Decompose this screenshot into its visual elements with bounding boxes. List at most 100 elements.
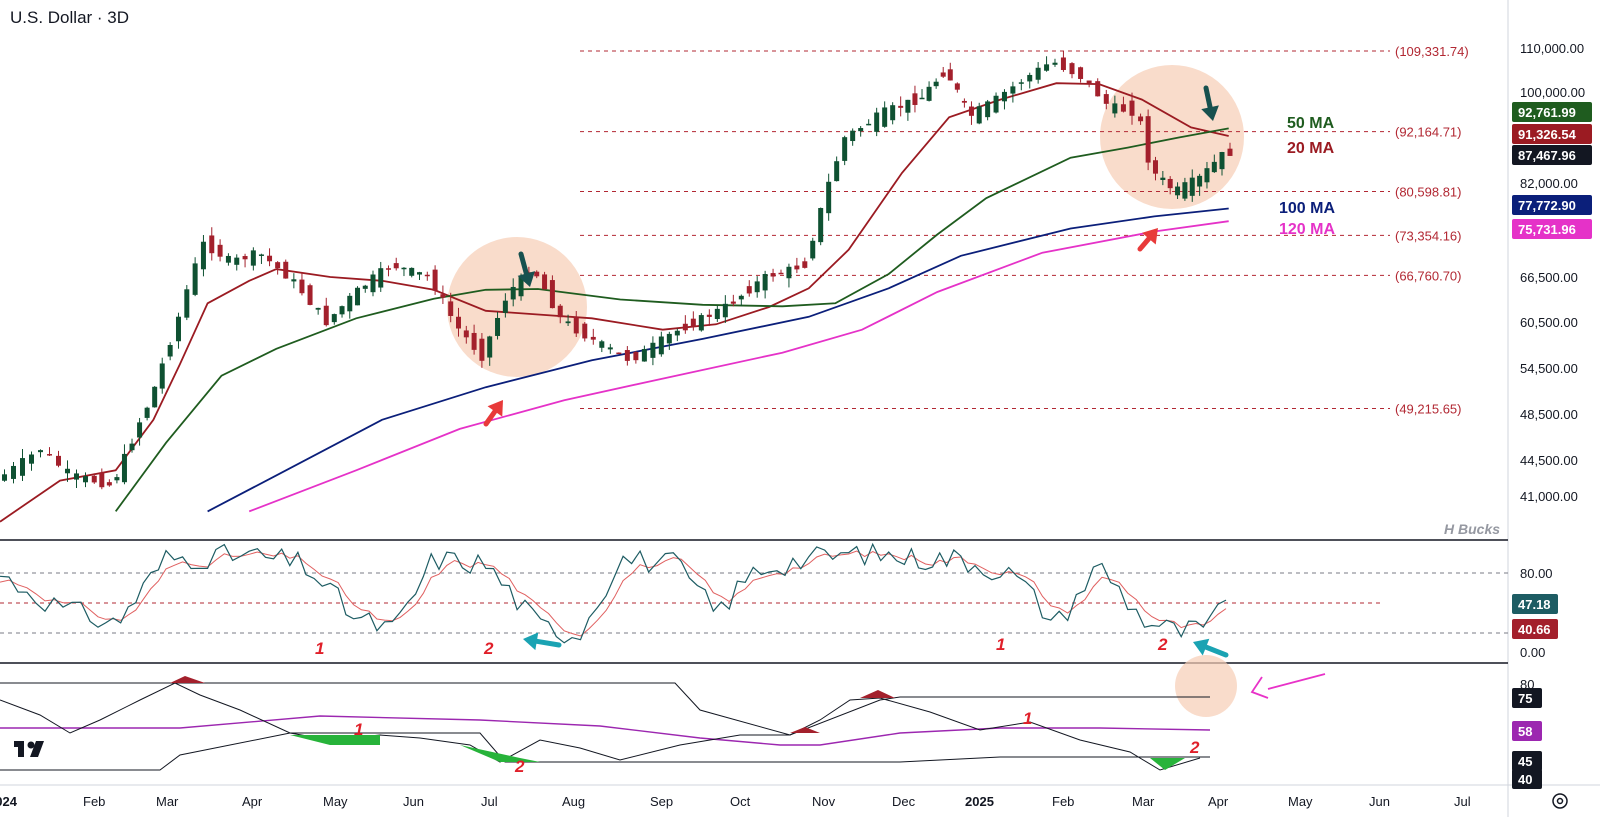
candle-body — [1204, 168, 1210, 183]
candle-body — [714, 308, 720, 320]
candle-body — [1145, 116, 1151, 163]
price-axis[interactable]: 110,000.00 100,000.00 82,000.00 66,500.00 60… — [1512, 41, 1592, 789]
candle-body — [599, 341, 605, 348]
candle-body — [144, 407, 150, 418]
candle-body — [152, 386, 158, 408]
candle-body — [463, 330, 469, 338]
candle-body — [47, 454, 52, 456]
candle-body — [738, 295, 744, 300]
candle-body — [698, 315, 704, 331]
candle-body — [225, 255, 231, 263]
stoch-k-line — [0, 542, 1227, 644]
ma-labels: 50 MA 20 MA 100 MA 120 MA — [1279, 115, 1335, 238]
candle-body — [217, 244, 223, 257]
ma-value-badge: 92,761.99 — [1518, 105, 1576, 120]
candle-body — [417, 272, 422, 275]
price-level-label: (49,215.65) — [1395, 402, 1462, 417]
ma-label-text: 100 MA — [1279, 200, 1335, 217]
candle-body — [299, 279, 305, 294]
indicator-annotation: 1 — [354, 720, 363, 739]
candle-body — [283, 261, 289, 279]
candle-body — [682, 323, 688, 331]
candle-body — [912, 93, 918, 105]
price-tick-label: 60,500.00 — [1520, 315, 1578, 330]
candle-body — [1167, 178, 1173, 189]
candle-body — [633, 351, 639, 361]
candle-body — [495, 317, 501, 336]
candle-body — [850, 130, 856, 142]
indicator-badge-bg — [1512, 751, 1542, 771]
time-axis[interactable]: 2024 Feb Mar Apr May Jun Jul Aug Sep Oct Nov Dec 202… — [0, 794, 1471, 809]
candle-body — [866, 123, 872, 126]
candle-body — [1160, 177, 1166, 180]
candle-body — [926, 86, 932, 101]
indicator-pane: 1 2 1 2 — [0, 676, 1211, 776]
candle-body — [518, 276, 524, 297]
price-level-label: (92,164.71) — [1395, 125, 1462, 140]
price-tick-label: 44,500.00 — [1520, 453, 1578, 468]
indicator-oversold-fill — [290, 735, 380, 745]
candle-body — [175, 316, 181, 342]
candle-body — [1078, 67, 1084, 79]
tradingview-logo-icon — [14, 741, 44, 757]
candle-body — [961, 100, 967, 103]
indicator-overbought-fill — [860, 690, 895, 698]
highlight-zones — [447, 65, 1244, 717]
candle-body — [2, 474, 7, 481]
candle-body — [291, 279, 297, 282]
candle-body — [1152, 160, 1158, 174]
candle-body — [1010, 86, 1016, 94]
candle-body — [29, 454, 34, 464]
annotation-arrows — [483, 85, 1326, 699]
price-tick-label: 110,000.00 — [1520, 41, 1584, 56]
price-tick-label: 48,500.00 — [1520, 407, 1578, 422]
indicator-main-line — [0, 682, 1201, 771]
candle-body — [167, 345, 173, 357]
candle-body — [666, 333, 672, 344]
candle-body — [74, 473, 79, 480]
indicator-badge: 45 — [1518, 754, 1532, 769]
stoch-d-badge-bg — [1512, 619, 1558, 639]
time-tick-label: 2024 — [0, 794, 18, 809]
zone-circle — [1175, 655, 1237, 717]
candle-body — [778, 272, 784, 275]
candle-body — [56, 455, 61, 466]
candle-body — [794, 265, 800, 270]
candle-body — [355, 287, 361, 306]
candle-body — [1052, 62, 1058, 65]
stoch-d-badge: 40.66 — [1518, 622, 1551, 637]
price-level-label: (66,760.70) — [1395, 268, 1462, 283]
indicator-badge: 58 — [1518, 724, 1532, 739]
time-tick-label: Jun — [1369, 794, 1390, 809]
time-tick-label: Apr — [1208, 794, 1229, 809]
ma-value-badge-bg — [1512, 102, 1592, 122]
candle-body — [674, 330, 680, 336]
time-tick-label: Jul — [481, 794, 498, 809]
candle-body — [582, 323, 588, 339]
candle-body — [393, 263, 399, 269]
stoch-d-line — [0, 550, 1227, 637]
candle-body — [534, 271, 540, 277]
candle-body — [616, 352, 622, 355]
candle-body — [401, 267, 407, 270]
candle-body — [898, 105, 904, 108]
candle-body — [1219, 152, 1225, 170]
time-tick-label: Aug — [562, 794, 585, 809]
candle-body — [432, 269, 438, 291]
candle-body — [1001, 91, 1007, 102]
ma-100-line — [207, 207, 1229, 513]
candle-body — [159, 363, 165, 389]
candle-body — [842, 137, 848, 161]
candle-body — [456, 316, 461, 329]
indicator-oversold-fill — [460, 745, 540, 762]
ma-value-badge: 75,731.96 — [1518, 222, 1576, 237]
indicator-badge-bg — [1512, 769, 1542, 789]
settings-gear-icon[interactable] — [1552, 793, 1568, 809]
candle-body — [890, 105, 896, 121]
candle-body — [573, 316, 579, 334]
candle-body — [1044, 64, 1050, 71]
candle-body — [362, 285, 368, 289]
candle-body — [826, 181, 832, 214]
candle-body — [954, 83, 960, 90]
